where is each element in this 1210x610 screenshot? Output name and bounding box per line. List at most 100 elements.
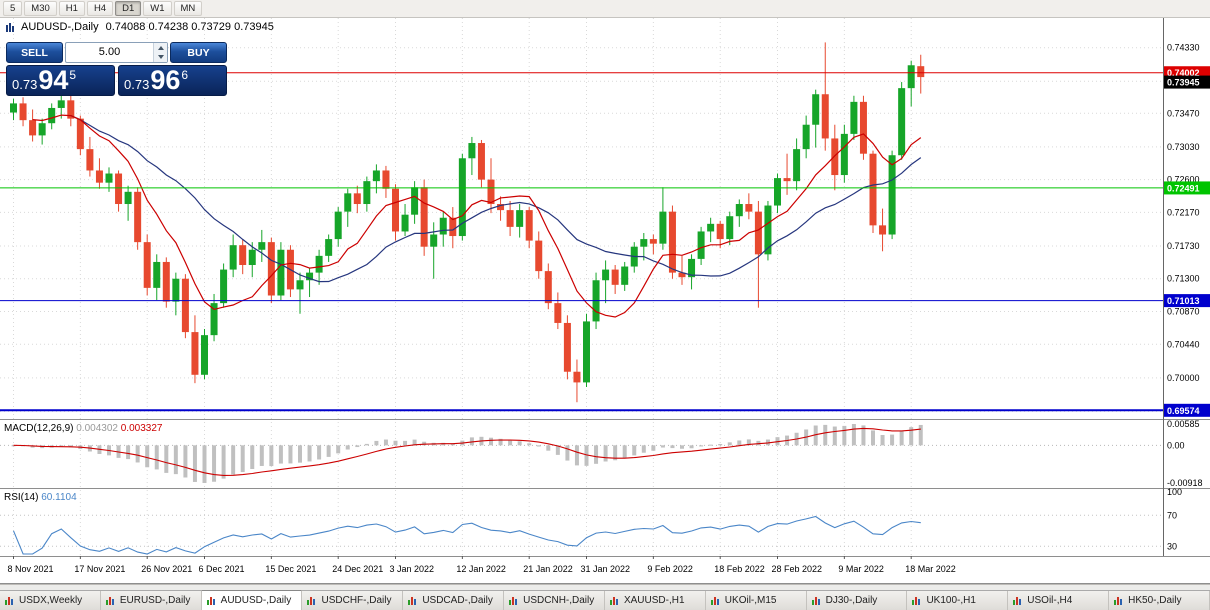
chart-icon xyxy=(811,596,820,605)
candle-body xyxy=(831,138,839,176)
candle-body xyxy=(353,193,361,205)
chart-icon xyxy=(509,596,518,605)
candle-body xyxy=(497,204,505,211)
candle-body xyxy=(153,261,161,288)
tab-usdx-weekly[interactable]: USDX,Weekly xyxy=(0,591,101,610)
tab-usoil-h4[interactable]: USOil-,H4 xyxy=(1008,591,1110,610)
tab-hk50-daily[interactable]: HK50-,Daily xyxy=(1109,591,1210,610)
candle-body xyxy=(812,94,820,125)
tab-usdchf-daily[interactable]: USDCHF-,Daily xyxy=(302,591,404,610)
chart-tabs-bar: USDX,Weekly EURUSD-,Daily AUDUSD-,Daily USD… xyxy=(0,590,1210,610)
candle-body xyxy=(907,65,915,89)
buy-price-box[interactable]: 0.73 96 6 xyxy=(118,65,227,96)
date-axis-label: 18 Mar 2022 xyxy=(905,564,956,574)
tab-usdcad-daily[interactable]: USDCAD-,Daily xyxy=(403,591,505,610)
candle-body xyxy=(115,173,123,205)
timeframe-d1[interactable]: D1 xyxy=(115,1,142,16)
tab-usdcnh-daily[interactable]: USDCNH-,Daily xyxy=(504,591,605,610)
sell-price-box[interactable]: 0.73 94 5 xyxy=(6,65,115,96)
candle-body xyxy=(745,204,753,212)
chart-title: AUDUSD-,Daily 0.74088 0.74238 0.73729 0.… xyxy=(5,21,274,33)
rsi-axis-label: 100 xyxy=(1167,487,1182,497)
date-axis-label: 12 Jan 2022 xyxy=(456,564,506,574)
volume-up-arrow-icon[interactable] xyxy=(154,43,167,53)
timeframe-5[interactable]: 5 xyxy=(3,1,23,16)
candle-body xyxy=(401,214,409,232)
volume-field[interactable]: 5.00 xyxy=(65,42,168,63)
svg-text:0.69574: 0.69574 xyxy=(1167,406,1200,416)
chart-symbol-period: AUDUSD-,Daily xyxy=(21,21,99,33)
buy-button[interactable]: BUY xyxy=(170,42,227,63)
horizontal-scrollbar[interactable] xyxy=(0,584,1210,590)
price-axis-label: 0.70870 xyxy=(1167,307,1200,317)
candle-body xyxy=(420,187,428,247)
timeframe-toolbar: 5 M30 H1 H4 D1 W1 MN xyxy=(0,0,1210,18)
tab-dj30-daily[interactable]: DJ30-,Daily xyxy=(806,591,908,610)
candle-body xyxy=(95,170,103,183)
candle-body xyxy=(888,155,896,235)
candle-body xyxy=(468,143,476,159)
candle-body xyxy=(439,217,447,235)
sell-price-prefix: 0.73 xyxy=(12,77,38,92)
trade-controls-row: SELL 5.00 BUY xyxy=(6,42,227,63)
svg-text:0.74002: 0.74002 xyxy=(1167,68,1200,78)
candle-body xyxy=(649,239,657,244)
candle-body xyxy=(449,217,457,237)
candle-body xyxy=(821,94,829,139)
candle-body xyxy=(296,280,304,290)
candle-body xyxy=(191,332,199,375)
date-axis-label: 9 Feb 2022 xyxy=(647,564,693,574)
chart-canvas[interactable]: 0.743300.738900.734700.730300.726000.721… xyxy=(0,0,1210,584)
date-axis-label: 3 Jan 2022 xyxy=(390,564,435,574)
candle-body xyxy=(124,191,132,205)
chart-type-icon xyxy=(5,22,16,33)
candle-body xyxy=(325,239,333,256)
tab-xauusd-h1[interactable]: XAUUSD-,H1 xyxy=(604,591,706,610)
volume-value: 5.00 xyxy=(98,46,121,58)
candle-body xyxy=(344,193,352,212)
candle-body xyxy=(707,223,715,232)
candle-body xyxy=(850,101,858,134)
macd-axis-label: -0.00918 xyxy=(1167,478,1203,488)
candles-layer xyxy=(10,42,925,403)
buy-price-big-digits: 96 xyxy=(150,65,181,95)
candle-body xyxy=(363,181,371,205)
sell-button[interactable]: SELL xyxy=(6,42,63,63)
candle-body xyxy=(105,173,113,183)
one-click-trading-panel: SELL 5.00 BUY 0.73 94 5 0.73 96 6 xyxy=(6,42,227,96)
timeframe-h4[interactable]: H4 xyxy=(86,1,114,16)
timeframe-h1[interactable]: H1 xyxy=(58,1,85,16)
timeframe-w1[interactable]: W1 xyxy=(143,1,172,16)
chart-icon xyxy=(105,596,114,605)
price-axis-label: 0.72600 xyxy=(1167,175,1200,185)
candle-body xyxy=(859,101,867,154)
price-tag: 0.69574 xyxy=(1164,403,1210,417)
candle-body xyxy=(688,258,696,278)
tab-label: USOil-,H4 xyxy=(1027,595,1073,606)
candle-body xyxy=(535,240,543,272)
candle-body xyxy=(220,269,228,304)
timeframe-mn[interactable]: MN xyxy=(173,1,203,16)
chart-icon xyxy=(206,596,215,605)
candle-body xyxy=(668,211,676,273)
trade-prices-row: 0.73 94 5 0.73 96 6 xyxy=(6,65,227,96)
candle-body xyxy=(640,239,648,247)
candle-body xyxy=(181,278,189,333)
date-axis-label: 31 Jan 2022 xyxy=(581,564,631,574)
candle-body xyxy=(411,187,419,215)
candle-body xyxy=(544,271,552,304)
candle-body xyxy=(879,225,887,235)
tab-label: USDCAD-,Daily xyxy=(422,595,493,606)
candle-body xyxy=(487,179,495,205)
volume-down-arrow-icon[interactable] xyxy=(154,52,167,62)
tab-ukoil-m15[interactable]: UKOil-,M15 xyxy=(705,591,807,610)
svg-text:0.72491: 0.72491 xyxy=(1167,183,1200,193)
rsi-label: RSI(14) 60.1104 xyxy=(4,492,77,503)
timeframe-m30[interactable]: M30 xyxy=(24,1,57,16)
tab-audusd-daily[interactable]: AUDUSD-,Daily xyxy=(201,590,303,610)
date-axis-label: 15 Dec 2021 xyxy=(265,564,316,574)
candle-body xyxy=(277,249,285,296)
tab-uk100-h1[interactable]: UK100-,H1 xyxy=(907,591,1009,610)
tab-eurusd-daily[interactable]: EURUSD-,Daily xyxy=(100,591,202,610)
tab-label: AUDUSD-,Daily xyxy=(220,595,292,606)
